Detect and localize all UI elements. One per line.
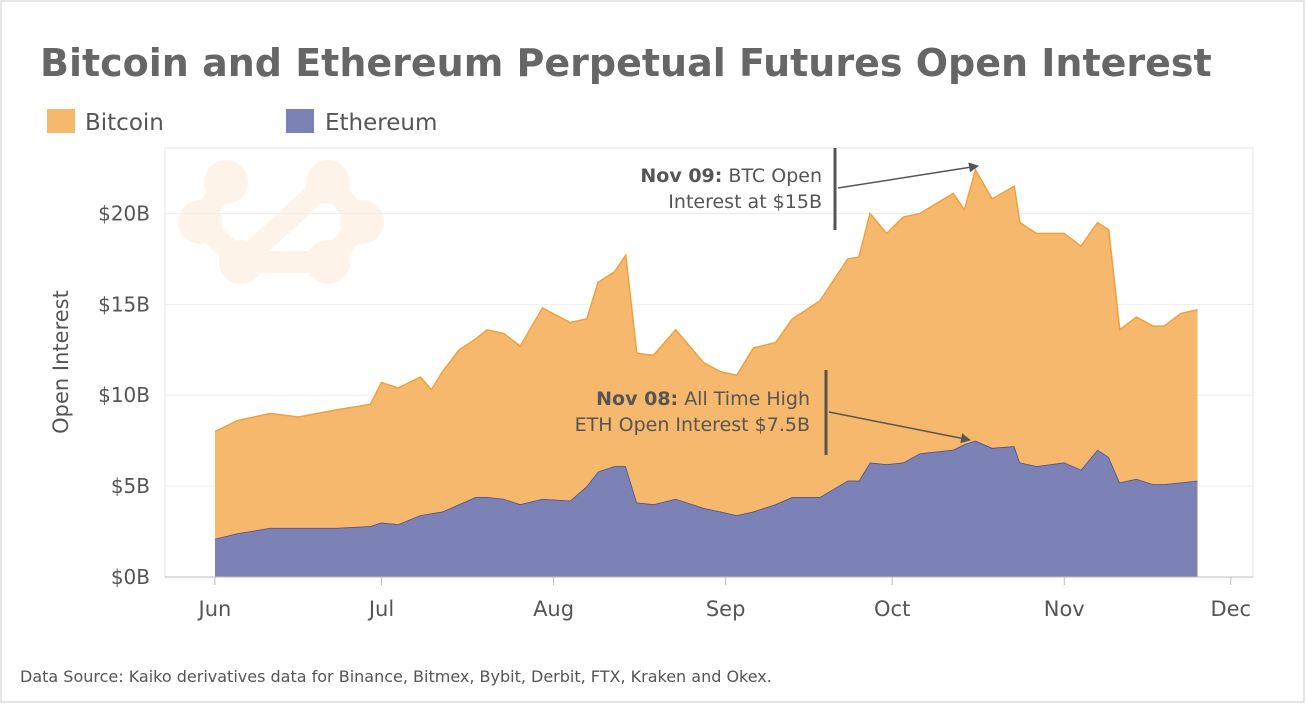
y-tick-label: $15B [98,292,150,316]
y-axis-label: Open Interest [49,290,73,434]
legend-swatch [47,109,75,133]
y-tick-label: $10B [98,383,150,407]
annotation-text: Nov 09: BTC Open [640,165,822,187]
annotation-bold: Nov 08: [596,388,678,410]
legend-swatch [286,109,314,133]
area [214,169,1198,539]
x-tick-label: Oct [874,597,910,621]
y-tick-label: $5B [111,474,150,498]
y-tick-label: $20B [98,201,150,225]
source-note: Data Source: Kaiko derivatives data for … [20,667,772,686]
annotation-line: Interest at $15B [668,191,822,213]
watermark-logo [178,160,384,284]
annotation-line: ETH Open Interest $7.5B [575,414,810,436]
x-tick-label: Nov [1044,597,1085,621]
y-tick-label: $0B [111,565,150,589]
annotation-text: Nov 08: All Time High [596,388,810,410]
x-tick-label: Aug [533,597,574,621]
chart-title: Bitcoin and Ethereum Perpetual Futures O… [40,41,1212,85]
x-tick-label: Jul [367,597,394,621]
annotation-arrow [828,411,971,444]
x-tick-label: Jun [197,597,232,621]
x-tick-label: Dec [1210,597,1251,621]
legend-label: Bitcoin [85,110,164,136]
legend-label: Ethereum [325,110,437,136]
x-tick-label: Sep [706,597,746,621]
annotation-line: All Time High [684,388,810,410]
area-edge [214,167,1198,433]
annotation-line: BTC Open [728,165,822,187]
annotation-bold: Nov 09: [640,165,722,187]
annotation-arrow [837,162,979,189]
